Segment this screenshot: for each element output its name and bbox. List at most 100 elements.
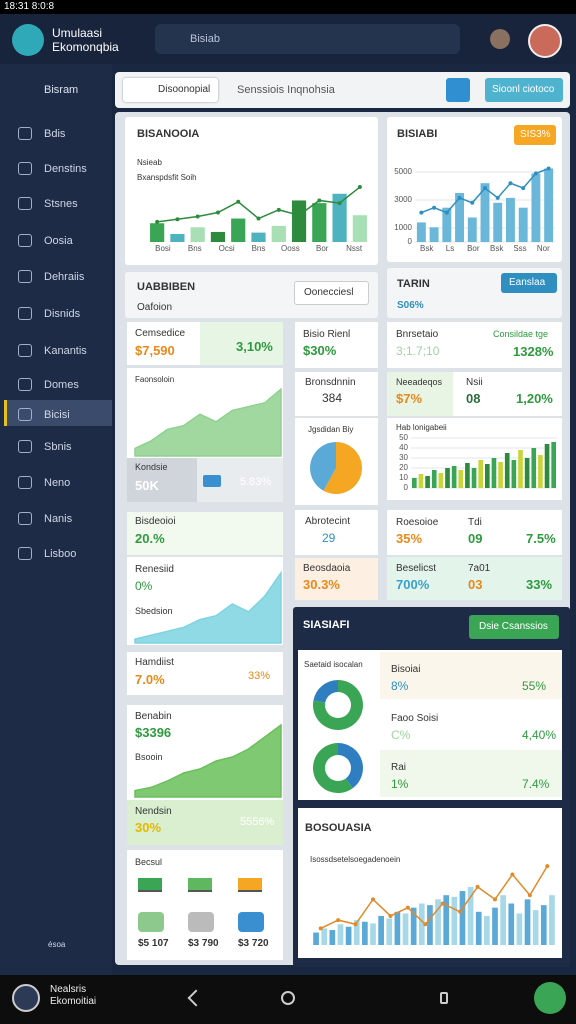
line-point: [545, 864, 550, 869]
icon: [138, 912, 164, 932]
bar: [418, 903, 425, 945]
bar: [386, 918, 393, 945]
card-change: 5556%: [240, 816, 275, 828]
bar: [362, 921, 368, 945]
line-point: [215, 210, 220, 215]
panel-button[interactable]: [501, 273, 557, 293]
card-value: 09: [468, 531, 483, 546]
panel-button-label: Eanslaa: [509, 277, 546, 288]
line-point: [371, 897, 375, 902]
bar: [451, 896, 458, 945]
status-bar: [0, 0, 576, 14]
bar: [458, 470, 464, 488]
nav-icon[interactable]: [18, 234, 32, 247]
nav-icon[interactable]: [18, 378, 32, 391]
nav-icon[interactable]: [18, 344, 32, 357]
bar: [524, 458, 530, 488]
nav-icon[interactable]: [18, 270, 32, 283]
chart: [313, 864, 555, 945]
donut-hole: [325, 692, 351, 718]
panel-button[interactable]: [294, 281, 369, 305]
bar: [443, 895, 450, 945]
line-point: [419, 210, 424, 215]
line-point: [533, 171, 538, 176]
nav-home[interactable]: [281, 991, 295, 1005]
nav-icon[interactable]: [18, 162, 32, 175]
x-tick-label: Ocsi: [219, 244, 235, 253]
line-point: [353, 922, 358, 927]
bar: [402, 913, 409, 945]
card-accent: [127, 458, 197, 502]
nav-item: Denstins: [44, 163, 87, 175]
bar: [516, 913, 523, 945]
row-change: 7.4%: [522, 777, 550, 791]
bar: [332, 193, 347, 242]
bar: [518, 450, 523, 488]
line-point: [495, 195, 500, 200]
nav-icon[interactable]: [18, 476, 32, 489]
logo: [12, 24, 44, 56]
nav-icon[interactable]: [18, 197, 32, 210]
card-value: $30%: [303, 343, 337, 358]
nav-app[interactable]: [534, 982, 566, 1014]
nav-icon[interactable]: [18, 127, 32, 140]
y-tick-label: 1000: [394, 223, 412, 232]
card-accent: [200, 322, 283, 365]
bar: [459, 891, 466, 945]
avatar[interactable]: [490, 29, 510, 49]
card-label: Bnrsetaio: [396, 329, 439, 340]
bar: [410, 907, 417, 945]
x-tick-label: Ooss: [281, 244, 300, 253]
card-label: Tdi: [468, 517, 482, 528]
card-label: Hab lonigabeii: [396, 423, 447, 432]
line-point: [195, 214, 200, 219]
nav-icon[interactable]: [18, 408, 32, 421]
card-change: 5.83%: [240, 476, 272, 488]
icon: [238, 912, 264, 932]
line-point: [527, 893, 532, 898]
card-label: Bisio Rienl: [303, 329, 351, 340]
x-tick-label: Bor: [467, 244, 480, 253]
nav-icon[interactable]: [18, 307, 32, 320]
card: [387, 322, 562, 368]
search-bar[interactable]: [155, 24, 460, 54]
nav-recent[interactable]: [440, 992, 448, 1004]
icon: [203, 475, 221, 487]
line-point: [423, 922, 428, 927]
nav-icon[interactable]: [18, 440, 32, 453]
toolbar-text: Senssiois Inqnohsia: [237, 84, 335, 96]
y-tick-label: 5000: [394, 167, 412, 176]
active-item: [4, 400, 112, 426]
bar: [531, 448, 537, 488]
x-tick-label: Sss: [513, 244, 526, 253]
x-tick-label: Bosi: [155, 244, 171, 253]
menu-label: Bisram: [44, 84, 79, 96]
app-name: Umulaasi: [52, 26, 103, 40]
search-button[interactable]: [446, 78, 470, 102]
panel-button[interactable]: [469, 615, 559, 639]
bar: [506, 197, 515, 242]
bar: [492, 907, 498, 945]
card: [127, 850, 283, 960]
card-value: 30%: [135, 820, 162, 835]
nav-icon[interactable]: [18, 547, 32, 560]
avatar-large[interactable]: [528, 24, 562, 58]
nav-item: Bdis: [44, 128, 66, 140]
bar: [484, 464, 490, 488]
panel-button-label: Oonecciesl: [304, 287, 354, 298]
icon: [188, 912, 214, 932]
pie-slice: [323, 442, 362, 494]
area: [134, 570, 282, 644]
tab[interactable]: [123, 78, 218, 102]
bar: [511, 460, 517, 488]
bar: [291, 200, 307, 242]
nav-item: Stsnes: [44, 198, 78, 210]
bar: [378, 915, 384, 945]
line-point: [546, 166, 551, 171]
chart: 0 1000 3000 5000 Bsk Ls Bor Bsk Sss Nor: [394, 166, 555, 253]
nav-item: Kanantis: [44, 345, 87, 357]
bar: [313, 932, 319, 945]
nav-icon[interactable]: [18, 512, 32, 525]
card-label: Renesiid: [135, 564, 174, 575]
toolbar-button[interactable]: [485, 78, 563, 102]
